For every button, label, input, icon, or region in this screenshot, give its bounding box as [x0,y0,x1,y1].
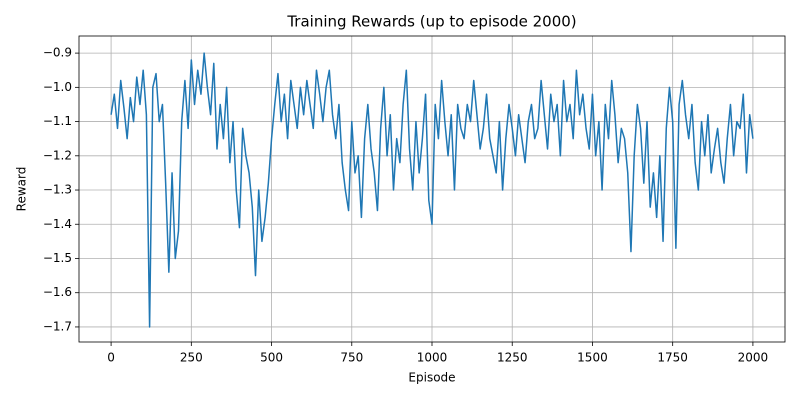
y-tick-label: −1.5 [43,251,72,265]
chart-title: Training Rewards (up to episode 2000) [286,13,576,31]
y-tick-label: −1.4 [43,217,72,231]
x-axis-label: Episode [408,371,455,385]
x-tick-label: 2000 [738,351,769,365]
y-tick-label: −0.9 [43,46,72,60]
y-axis-label: Reward [15,167,29,212]
x-tick-label: 250 [180,351,203,365]
x-tick-label: 1750 [657,351,688,365]
x-tick-label: 1000 [417,351,448,365]
plot-frame [78,35,786,343]
reward-line [110,52,754,328]
x-tick-label: 500 [260,351,283,365]
y-tick-label: −1.2 [43,148,72,162]
x-tick-label: 750 [340,351,363,365]
y-tick-label: −1.6 [43,285,72,299]
x-tick-label: 1250 [497,351,528,365]
x-tick-label: 1500 [577,351,608,365]
y-tick-label: −1.1 [43,114,72,128]
x-tick-label: 0 [107,351,115,365]
y-tick-label: −1.7 [43,319,72,333]
y-tick-label: −1.0 [43,80,72,94]
y-tick-label: −1.3 [43,183,72,197]
